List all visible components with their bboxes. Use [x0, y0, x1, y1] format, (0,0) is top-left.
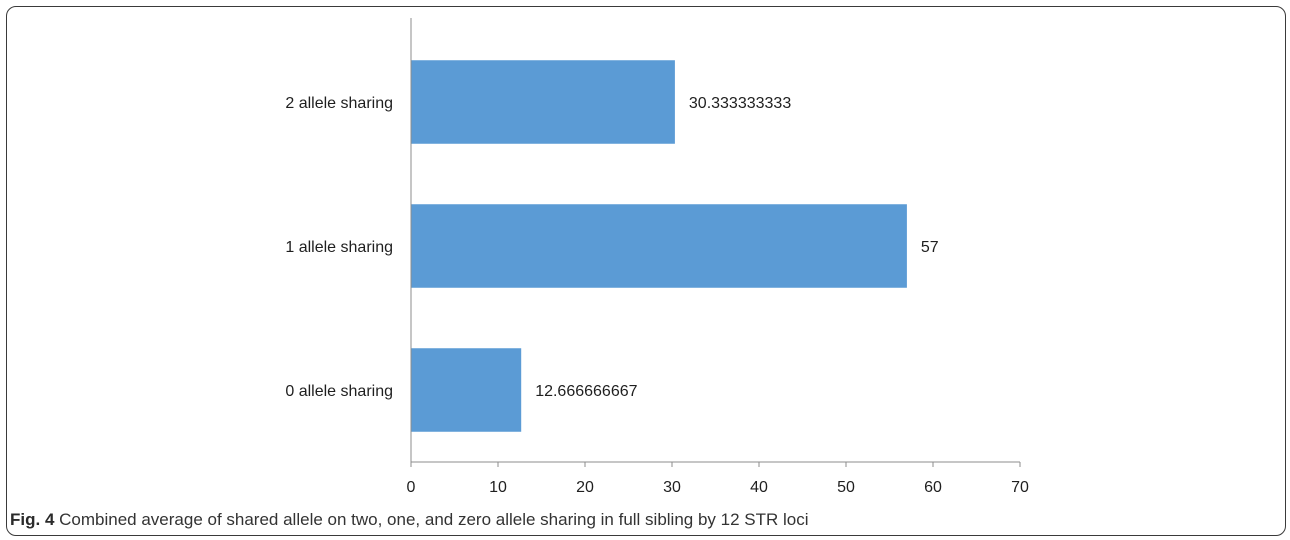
- x-tick-label-8: 70: [1011, 479, 1029, 496]
- category-labels-group: 2 allele sharing 1 allele sharing 0 allele…: [285, 95, 393, 400]
- x-tick-label-6: 50: [837, 479, 855, 496]
- x-tick-label-1: 0: [407, 479, 416, 496]
- figure-caption-text: Combined average of shared allele on two…: [54, 510, 809, 529]
- bar-3: [411, 348, 522, 432]
- figure-caption-label: Fig. 4: [10, 510, 55, 529]
- x-tick-label-2: 10: [489, 479, 507, 496]
- axes-group: 0 10 20 30 40 50 60 70: [407, 18, 1029, 496]
- data-label-3: 12.666666667: [535, 383, 637, 400]
- value-labels-group: 30.333333333 57 12.666666667: [535, 95, 939, 400]
- category-label-2: 1 allele sharing: [285, 239, 393, 256]
- bars-group: [411, 60, 907, 432]
- x-tick-label-7: 60: [924, 479, 942, 496]
- figure-frame: [6, 6, 1286, 536]
- figure-caption: Fig. 4 Combined average of shared allele…: [10, 510, 809, 530]
- data-label-2: 57: [921, 239, 939, 256]
- x-tick-label-4: 30: [663, 479, 681, 496]
- data-label-1: 30.333333333: [689, 95, 791, 112]
- category-label-1: 2 allele sharing: [285, 95, 393, 112]
- category-label-3: 0 allele sharing: [285, 383, 393, 400]
- bar-chart: 2 allele sharing 1 allele sharing 0 allele…: [285, 18, 1029, 496]
- bar-2: [411, 204, 907, 288]
- x-tick-label-3: 20: [576, 479, 594, 496]
- x-tick-label-5: 40: [750, 479, 768, 496]
- bar-1: [411, 60, 675, 144]
